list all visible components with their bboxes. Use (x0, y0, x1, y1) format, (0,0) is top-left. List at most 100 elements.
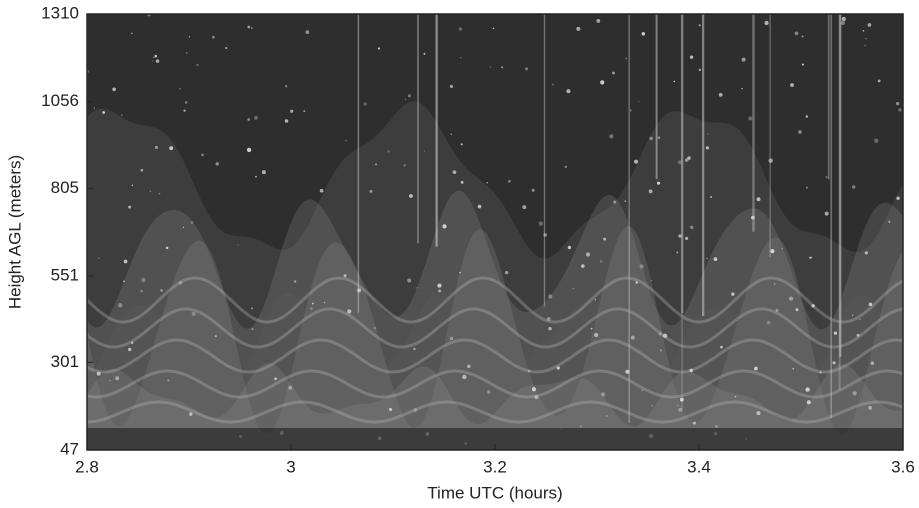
speckle (247, 118, 250, 121)
speckle (403, 164, 406, 167)
speckle (819, 371, 822, 374)
speckle (251, 307, 253, 310)
echo-band (87, 338, 903, 374)
speckle (811, 304, 815, 308)
speckle (501, 66, 504, 69)
speckle (825, 175, 828, 179)
speckle (692, 421, 696, 425)
speckle (131, 341, 134, 344)
speckle (832, 361, 836, 365)
speckle (792, 367, 795, 370)
speckle (492, 27, 495, 30)
speckle (460, 180, 464, 184)
speckle (650, 280, 653, 282)
speckle (323, 301, 326, 304)
speckle (710, 195, 713, 198)
speckle (154, 145, 159, 150)
speckle (184, 101, 188, 104)
speckle (182, 226, 185, 228)
speckle (274, 377, 277, 380)
speckle (679, 397, 684, 402)
speckle (698, 24, 701, 27)
speckle (141, 278, 146, 283)
speckle (867, 23, 872, 27)
speckle (852, 391, 857, 396)
speckle (805, 115, 808, 118)
speckle (770, 249, 775, 254)
speckle (303, 110, 306, 113)
speckle (112, 87, 116, 92)
speckle (859, 318, 861, 321)
speckle (707, 133, 709, 135)
speckle (599, 260, 603, 263)
speckle (731, 292, 735, 296)
speckle (531, 188, 535, 192)
speckle (196, 63, 199, 67)
speckle (833, 331, 838, 335)
speckle (460, 56, 462, 59)
speckle (794, 31, 799, 36)
speckle (140, 289, 143, 293)
speckle (705, 146, 709, 150)
speckle (98, 257, 100, 259)
speckle (167, 379, 170, 382)
speckle (895, 101, 900, 106)
speckle (120, 114, 123, 116)
speckle (865, 37, 867, 40)
speckle (548, 294, 553, 299)
speckle (409, 194, 413, 198)
speckle (416, 287, 418, 289)
speckle (140, 168, 144, 172)
speckle (153, 56, 155, 59)
speckle (676, 251, 679, 254)
speckle (585, 252, 591, 257)
speckle (460, 143, 463, 146)
speckle (689, 55, 694, 59)
speckle (638, 100, 640, 103)
speckle (756, 411, 761, 416)
speckle (840, 20, 845, 26)
speckle (158, 192, 161, 195)
speckle (413, 408, 418, 412)
speckle (186, 52, 188, 54)
speckle (851, 314, 854, 317)
speckle (388, 407, 393, 412)
speckle (678, 407, 683, 412)
speckle (639, 264, 644, 269)
y-tick-label: 805 (51, 178, 79, 197)
echo-layer (87, 226, 903, 450)
speckle (734, 395, 737, 398)
speckle (851, 185, 856, 189)
speckle (115, 376, 120, 381)
speckle (467, 364, 471, 369)
speckle (572, 288, 574, 290)
speckle (190, 221, 194, 225)
speckle (552, 83, 554, 86)
speckle (305, 30, 310, 35)
speckle (624, 200, 626, 202)
speckle (538, 221, 543, 226)
speckle (438, 289, 442, 293)
speckle (201, 153, 204, 157)
speckle (345, 139, 347, 142)
speckle (407, 278, 412, 283)
speckle (870, 361, 875, 365)
speckle (801, 63, 805, 66)
echo-band (87, 276, 903, 324)
speckle (407, 94, 411, 98)
speckle (369, 190, 373, 193)
speckle (459, 271, 461, 274)
speckle (123, 259, 128, 264)
speckle (612, 71, 615, 75)
speckle (805, 387, 810, 392)
speckle (629, 109, 632, 112)
echo-layer (87, 190, 903, 450)
speckle (754, 366, 758, 371)
speckle (788, 296, 794, 301)
speckle (874, 138, 879, 143)
speckle (773, 283, 776, 285)
speckle (183, 109, 186, 112)
echo-layer (87, 101, 903, 450)
speckle (215, 162, 219, 166)
speckle (690, 225, 694, 230)
